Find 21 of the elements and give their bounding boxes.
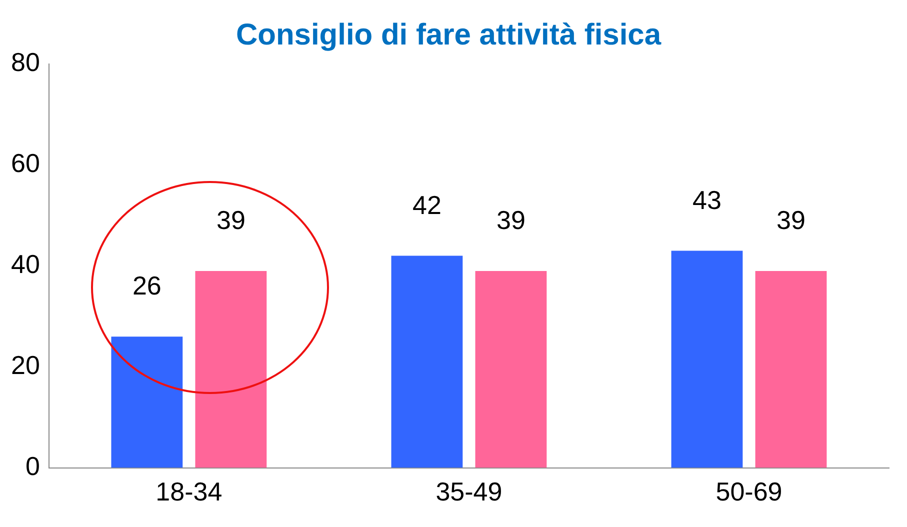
chart-title: Consiglio di fare attività fisica xyxy=(236,18,662,52)
bar xyxy=(671,250,743,468)
bar xyxy=(475,270,547,468)
data-label: 26 xyxy=(132,270,162,301)
bar xyxy=(391,256,463,468)
y-tick-label: 60 xyxy=(11,148,40,178)
x-tick-label: 50-69 xyxy=(716,476,782,507)
y-tick-label: 80 xyxy=(11,47,40,78)
bar xyxy=(111,336,183,468)
y-tick-label: 0 xyxy=(25,450,40,481)
y-tick-label: 20 xyxy=(11,350,40,380)
bar xyxy=(195,270,267,468)
data-label: 39 xyxy=(216,205,246,236)
data-label: 39 xyxy=(496,205,526,236)
data-label: 42 xyxy=(412,190,442,220)
x-tick-label: 35-49 xyxy=(436,476,502,507)
x-tick-label: 18-34 xyxy=(156,476,222,507)
bar xyxy=(755,270,827,468)
data-label: 43 xyxy=(692,184,722,215)
data-label: 39 xyxy=(776,205,806,236)
y-tick-label: 40 xyxy=(11,249,40,280)
